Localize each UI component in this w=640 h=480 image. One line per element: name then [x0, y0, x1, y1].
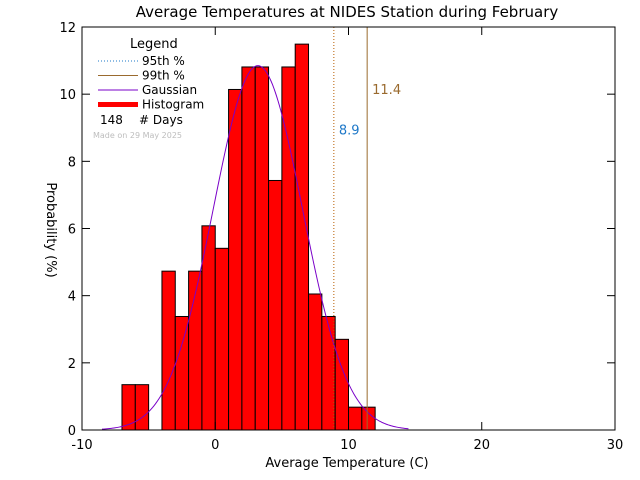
y-tick-label: 6: [68, 223, 76, 238]
credit-note: Made on 29 May 2025: [93, 131, 182, 140]
histogram-bar: [161, 270, 176, 431]
histogram-bar: [348, 406, 363, 431]
histogram-bar: [334, 338, 349, 431]
y-tick-label: 12: [59, 21, 76, 36]
histogram-bar: [241, 66, 256, 431]
histogram-bar: [174, 315, 190, 431]
histogram-bar: [121, 384, 136, 431]
x-axis-label: Average Temperature (C): [265, 456, 428, 471]
histogram-bar: [308, 293, 323, 431]
gaussian-curve: [101, 65, 409, 430]
histogram-bar: [361, 406, 376, 431]
y-tick-label: 4: [68, 290, 76, 305]
y-axis-label: Probability (%): [43, 182, 58, 277]
histogram-bar: [254, 66, 270, 431]
chart-title: Average Temperatures at NIDES Station du…: [136, 3, 559, 21]
histogram-bar: [134, 384, 150, 431]
y-tick-label: 2: [68, 357, 76, 372]
legend-entry-label: Gaussian: [142, 83, 197, 97]
percentile-99-label: 11.4: [372, 83, 401, 98]
legend-title: Legend: [130, 37, 178, 52]
days-count: 148: [100, 113, 123, 127]
legend-entry-label: 99th %: [142, 69, 185, 83]
x-tick-label: 20: [473, 438, 490, 453]
gaussian-curve-layer: [101, 65, 409, 430]
histogram-bar: [214, 247, 230, 431]
legend-entry-label: 95th %: [142, 54, 185, 68]
legend-entry-label: Histogram: [142, 98, 204, 112]
percentile-lines: 8.9 11.4: [333, 27, 401, 430]
histogram-bar: [228, 88, 243, 431]
histogram-bar: [294, 43, 310, 431]
histogram-bar: [321, 315, 336, 431]
days-label: # Days: [139, 113, 183, 127]
x-tick-label: -10: [71, 438, 92, 453]
x-tick-label: 10: [340, 438, 357, 453]
y-tick-label: 8: [68, 155, 76, 170]
histogram-bar: [268, 179, 283, 431]
y-tick-label: 0: [68, 424, 76, 439]
x-tick-label: 0: [211, 438, 219, 453]
percentile-95-label: 8.9: [339, 123, 360, 138]
x-tick-label: 30: [607, 438, 624, 453]
y-tick-label: 10: [59, 88, 76, 103]
